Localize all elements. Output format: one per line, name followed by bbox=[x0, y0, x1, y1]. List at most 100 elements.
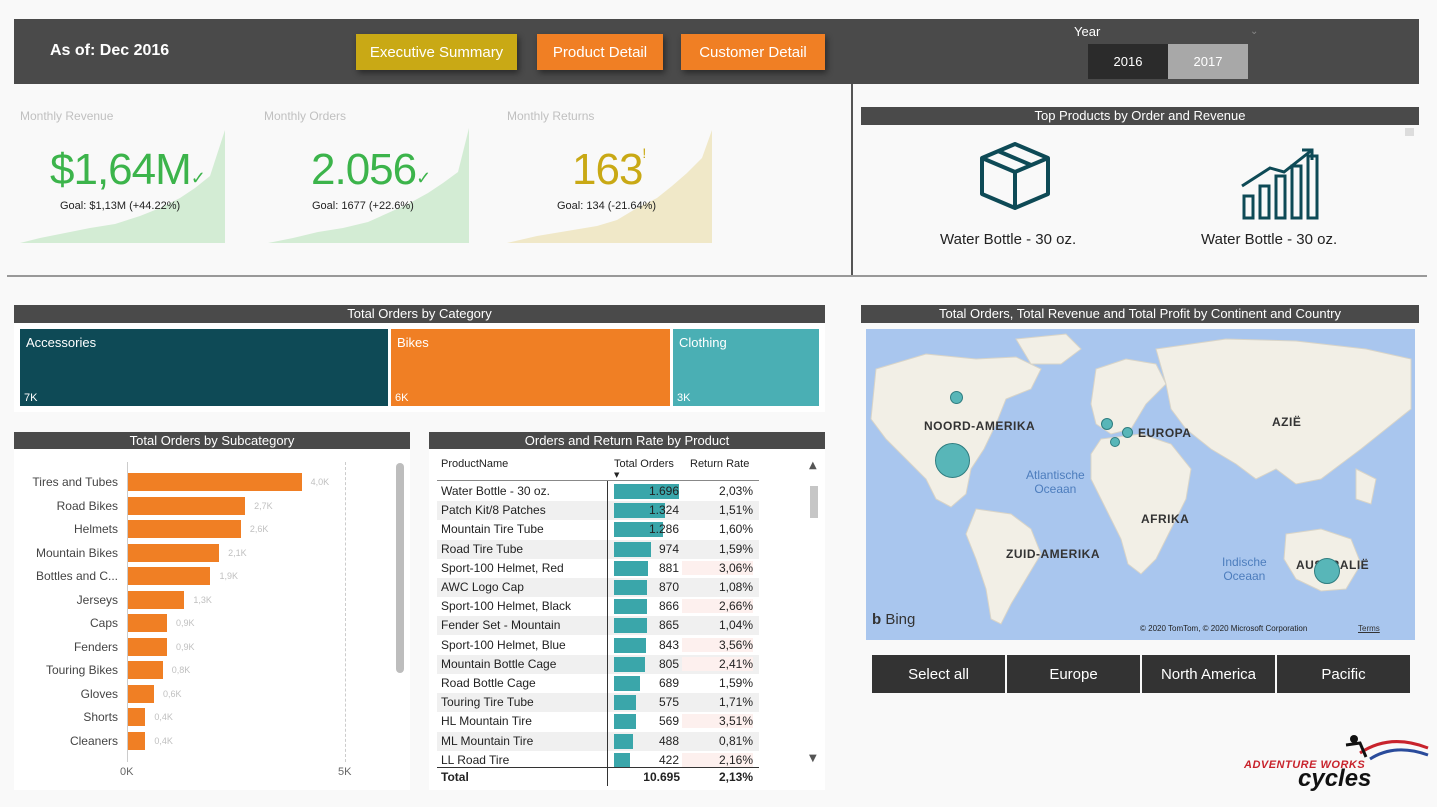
product-name: Mountain Tire Tube bbox=[441, 522, 544, 537]
table-row[interactable]: Patch Kit/8 Patches 1.324 1,51% bbox=[437, 501, 759, 521]
cyclist-icon bbox=[1345, 735, 1429, 761]
col-header-orders[interactable]: Total Orders bbox=[614, 458, 674, 470]
bubble-usa[interactable] bbox=[935, 443, 970, 478]
total-orders-cell: 805 bbox=[658, 656, 679, 671]
box-icon bbox=[980, 142, 1050, 210]
as-of-label: As of: Dec 2016 bbox=[50, 42, 170, 59]
scroll-indicator[interactable] bbox=[1405, 128, 1414, 136]
treemap-accessories[interactable]: Accessories 7K bbox=[20, 329, 388, 406]
map-terms-link[interactable]: Terms bbox=[1358, 624, 1380, 633]
col-header-product[interactable]: ProductName bbox=[441, 458, 509, 470]
year-2016-button[interactable]: 2016 bbox=[1088, 44, 1168, 79]
col-header-return-rate[interactable]: Return Rate bbox=[690, 458, 750, 470]
orders-databar bbox=[614, 541, 652, 557]
bar-value-label: 0,9K bbox=[176, 641, 195, 652]
bar[interactable] bbox=[128, 637, 168, 656]
table-row[interactable]: HL Mountain Tire 569 3,51% bbox=[437, 712, 759, 732]
bar-label: Helmets bbox=[73, 522, 118, 536]
table-row[interactable]: Mountain Tire Tube 1.286 1,60% bbox=[437, 520, 759, 540]
bar[interactable] bbox=[128, 496, 246, 515]
bar[interactable] bbox=[128, 684, 155, 703]
product-name: Patch Kit/8 Patches bbox=[441, 503, 546, 518]
map-label-africa: AFRIKA bbox=[1141, 512, 1190, 526]
scroll-down-icon[interactable]: ▼ bbox=[809, 753, 817, 764]
total-orders-cell: 866 bbox=[658, 599, 679, 614]
table-row[interactable]: Mountain Bottle Cage 805 2,41% bbox=[437, 654, 759, 674]
return-rate-cell: 1,51% bbox=[718, 503, 753, 518]
table-row[interactable]: Sport-100 Helmet, Blue 843 3,56% bbox=[437, 635, 759, 655]
total-orders-cell: 1.696 bbox=[648, 484, 679, 498]
total-orders-cell: 569 bbox=[658, 714, 679, 729]
returns-sparkline bbox=[507, 130, 712, 243]
world-map[interactable]: NOORD-AMERIKA ZUID-AMERIKA EUROPA AFRIKA… bbox=[866, 329, 1415, 640]
table-row[interactable]: Water Bottle - 30 oz. 1.696 2,03% bbox=[437, 482, 759, 501]
monthly-returns-value: 163! bbox=[572, 145, 646, 194]
product-detail-button[interactable]: Product Detail bbox=[537, 34, 663, 70]
bar[interactable] bbox=[128, 590, 185, 609]
orders-databar bbox=[614, 752, 631, 768]
scroll-up-icon[interactable]: ▲ bbox=[809, 460, 817, 471]
bar[interactable] bbox=[128, 473, 302, 491]
bubble-australia[interactable] bbox=[1314, 558, 1340, 584]
scrollbar-thumb[interactable] bbox=[396, 463, 404, 673]
table-scrollbar-thumb[interactable] bbox=[810, 486, 818, 518]
revenue-sparkline bbox=[20, 130, 225, 243]
continent-europe[interactable]: Europe bbox=[1007, 655, 1140, 693]
orders-databar bbox=[614, 637, 647, 653]
bubble-uk[interactable] bbox=[1101, 418, 1113, 430]
year-2017-button[interactable]: 2017 bbox=[1168, 44, 1248, 79]
table-row[interactable]: Fender Set - Mountain 865 1,04% bbox=[437, 616, 759, 636]
product-name: Fender Set - Mountain bbox=[441, 618, 561, 633]
ocean-label-atlantic: Atlantische Oceaan bbox=[1026, 468, 1085, 496]
orders-databar bbox=[614, 618, 648, 634]
bar[interactable] bbox=[128, 543, 220, 562]
bar-value-label: 2,7K bbox=[254, 500, 273, 511]
product-name: LL Road Tire bbox=[441, 752, 510, 767]
orders-databar bbox=[614, 484, 679, 499]
return-rate-cell: 3,06% bbox=[682, 560, 753, 575]
treemap-clothing[interactable]: Clothing 3K bbox=[673, 329, 819, 406]
table-row[interactable]: Road Bottle Cage 689 1,59% bbox=[437, 674, 759, 693]
bar[interactable] bbox=[128, 708, 146, 726]
table-row[interactable]: Sport-100 Helmet, Black 866 2,66% bbox=[437, 597, 759, 617]
product-name: Touring Tire Tube bbox=[441, 695, 534, 710]
bar[interactable] bbox=[128, 520, 241, 538]
treemap-label: Bikes bbox=[397, 335, 429, 350]
total-orders-cell: 575 bbox=[658, 695, 679, 710]
continent-north-america[interactable]: North America bbox=[1142, 655, 1275, 693]
table-row[interactable]: ML Mountain Tire 488 0,81% bbox=[437, 731, 759, 751]
executive-summary-button[interactable]: Executive Summary bbox=[356, 34, 517, 70]
bar[interactable] bbox=[128, 567, 211, 585]
x-tick-0: 0K bbox=[120, 766, 134, 778]
bubble-canada[interactable] bbox=[950, 391, 963, 404]
bar-value-label: 1,3K bbox=[193, 594, 212, 605]
table-row[interactable]: Road Tire Tube 974 1,59% bbox=[437, 539, 759, 559]
table-row[interactable]: Sport-100 Helmet, Red 881 3,06% bbox=[437, 558, 759, 578]
x-tick-5: 5K bbox=[338, 766, 352, 778]
bar[interactable] bbox=[128, 661, 163, 679]
product-table-title: Orders and Return Rate by Product bbox=[429, 432, 825, 450]
total-orders-cell: 843 bbox=[658, 637, 679, 652]
continent-pacific[interactable]: Pacific bbox=[1277, 655, 1410, 693]
continent-select-all[interactable]: Select all bbox=[872, 655, 1005, 693]
top-products-title: Top Products by Order and Revenue bbox=[861, 107, 1419, 125]
table-row[interactable]: LL Road Tire 422 2,16% bbox=[437, 750, 759, 770]
treemap-bikes[interactable]: Bikes 6K bbox=[391, 329, 670, 406]
bar-label: Tires and Tubes bbox=[32, 475, 118, 489]
bar[interactable] bbox=[128, 614, 168, 632]
bubble-france[interactable] bbox=[1110, 437, 1120, 447]
total-orders-cell: 865 bbox=[658, 618, 679, 633]
table-row[interactable]: Touring Tire Tube 575 1,71% bbox=[437, 693, 759, 713]
bar-label: Jerseys bbox=[76, 592, 118, 607]
customer-detail-button[interactable]: Customer Detail bbox=[681, 34, 825, 70]
chevron-down-icon[interactable]: ⌄ bbox=[1250, 26, 1259, 37]
total-return-rate: 2,13% bbox=[718, 770, 753, 784]
bar[interactable] bbox=[128, 731, 146, 750]
product-name: Road Tire Tube bbox=[441, 541, 524, 556]
product-name: Sport-100 Helmet, Black bbox=[441, 599, 572, 614]
bubble-germany[interactable] bbox=[1122, 427, 1133, 438]
bar-value-label: 2,1K bbox=[228, 547, 247, 558]
table-row[interactable]: AWC Logo Cap 870 1,08% bbox=[437, 578, 759, 597]
return-rate-cell: 3,56% bbox=[682, 637, 753, 652]
monthly-orders-value: 2.056✓ bbox=[311, 145, 431, 194]
